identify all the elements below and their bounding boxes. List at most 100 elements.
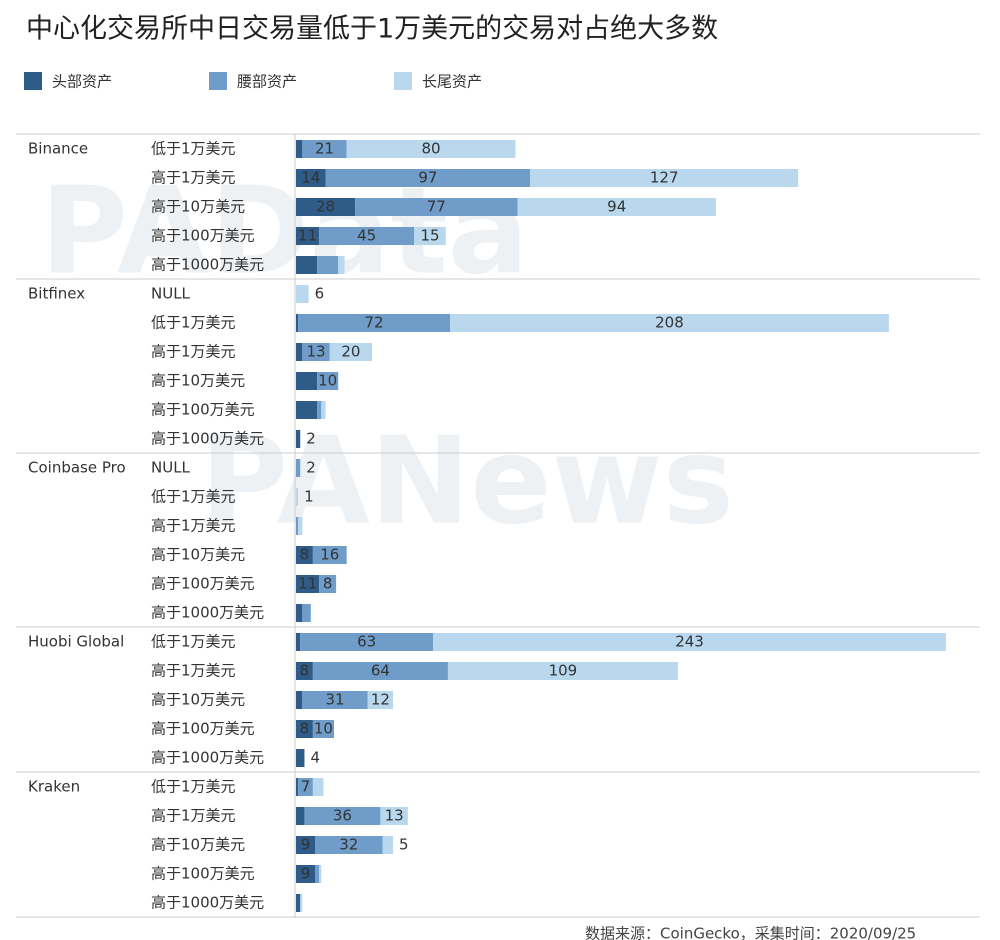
data-label: 45	[357, 227, 376, 245]
row-label: NULL	[151, 459, 191, 477]
row-label: 高于100万美元	[151, 227, 255, 245]
bar-segment	[302, 691, 368, 709]
chart-title: 中心化交易所中日交易量低于1万美元的交易对占绝大多数	[26, 14, 718, 45]
bar-segment	[296, 459, 301, 477]
data-label: 31	[325, 691, 344, 709]
bar-segment	[298, 314, 451, 332]
row-label: 高于100万美元	[151, 401, 255, 419]
row-label: 高于100万美元	[151, 865, 255, 883]
row-label: 高于1000万美元	[151, 430, 264, 448]
bar-segment	[317, 372, 339, 390]
data-label: 11	[298, 575, 317, 593]
bar-segment	[312, 546, 347, 564]
legend-swatch	[394, 72, 412, 90]
bar-segment	[296, 285, 309, 303]
bar-segment	[447, 662, 678, 680]
data-label: 14	[301, 169, 320, 187]
data-label: 36	[333, 807, 352, 825]
bar-segment	[312, 778, 324, 796]
bar-segment	[380, 807, 408, 825]
bar-segment	[304, 807, 381, 825]
row-label: 高于100万美元	[151, 720, 255, 738]
bar-segment	[325, 169, 531, 187]
bar-segment	[302, 604, 311, 622]
data-label: 109	[549, 662, 578, 680]
data-label: 11	[298, 227, 317, 245]
bar-segment	[319, 227, 415, 245]
row-label: 高于10万美元	[151, 372, 245, 390]
row-label: 低于1万美元	[151, 633, 236, 651]
data-label: 63	[357, 633, 376, 651]
row-label: 高于1万美元	[151, 807, 236, 825]
row-label: NULL	[151, 285, 191, 303]
data-label: 77	[427, 198, 446, 216]
bar-segment	[312, 662, 448, 680]
bar-segment	[296, 546, 313, 564]
bar-segment	[312, 720, 334, 738]
data-label: 2	[306, 459, 316, 477]
data-label: 6	[315, 285, 325, 303]
data-label: 10	[314, 720, 333, 738]
data-label: 5	[399, 836, 409, 854]
row-label: 高于1万美元	[151, 343, 236, 361]
bar-segment	[346, 140, 516, 158]
row-label: 高于10万美元	[151, 198, 245, 216]
legend-label: 腰部资产	[237, 73, 297, 91]
legend-label: 长尾资产	[422, 73, 482, 91]
legend-label: 头部资产	[52, 73, 112, 91]
row-label: 高于1万美元	[151, 662, 236, 680]
bar-segment	[296, 807, 305, 825]
bar-segment	[296, 749, 305, 767]
bar-segment	[296, 575, 320, 593]
data-label: 32	[339, 836, 358, 854]
row-label: 高于1万美元	[151, 517, 236, 535]
data-label: 1	[304, 488, 314, 506]
bar-segment	[317, 256, 339, 274]
data-label: 243	[675, 633, 704, 651]
bar-segment	[296, 865, 315, 883]
bar-segment	[296, 140, 303, 158]
data-label: 28	[316, 198, 335, 216]
bar-segment	[296, 430, 301, 448]
bar-segment	[338, 256, 345, 274]
row-label: 低于1万美元	[151, 778, 236, 796]
bar-segment	[296, 778, 299, 796]
bar-segment	[382, 836, 394, 854]
row-label: 低于1万美元	[151, 140, 236, 158]
data-label: 8	[300, 662, 310, 680]
group-label: Huobi Global	[28, 633, 124, 651]
row-label: 高于1000万美元	[151, 604, 264, 622]
data-label: 9	[301, 865, 311, 883]
group-label: Bitfinex	[28, 285, 85, 303]
bar-segment	[298, 778, 313, 796]
bar-segment	[296, 227, 320, 245]
row-label: 高于10万美元	[151, 691, 245, 709]
data-label: 10	[318, 372, 337, 390]
data-label: 127	[650, 169, 679, 187]
data-label: 2	[306, 430, 316, 448]
row-label: 高于100万美元	[151, 575, 255, 593]
bar-segment	[414, 227, 446, 245]
data-label: 7	[301, 778, 311, 796]
bar-segment	[296, 604, 303, 622]
source-note: 数据来源：CoinGecko，采集时间：2020/09/25	[585, 925, 916, 940]
bar-segment	[314, 836, 383, 854]
bar-segment	[367, 691, 394, 709]
row-label: 高于10万美元	[151, 546, 245, 564]
bar-segment	[296, 169, 326, 187]
data-label: 12	[371, 691, 390, 709]
bar-segment	[296, 488, 299, 506]
bar-segment	[296, 894, 301, 912]
bar-segment	[517, 198, 716, 216]
bar-segment	[314, 865, 320, 883]
data-label: 4	[310, 749, 320, 767]
bar-segment	[296, 517, 299, 535]
group-label: Binance	[28, 140, 88, 158]
legend-swatch	[209, 72, 227, 90]
group-label: Coinbase Pro	[28, 459, 126, 477]
data-label: 94	[607, 198, 626, 216]
bar-segment	[296, 401, 318, 419]
bar-segment	[296, 836, 315, 854]
bar-segment	[317, 401, 322, 419]
